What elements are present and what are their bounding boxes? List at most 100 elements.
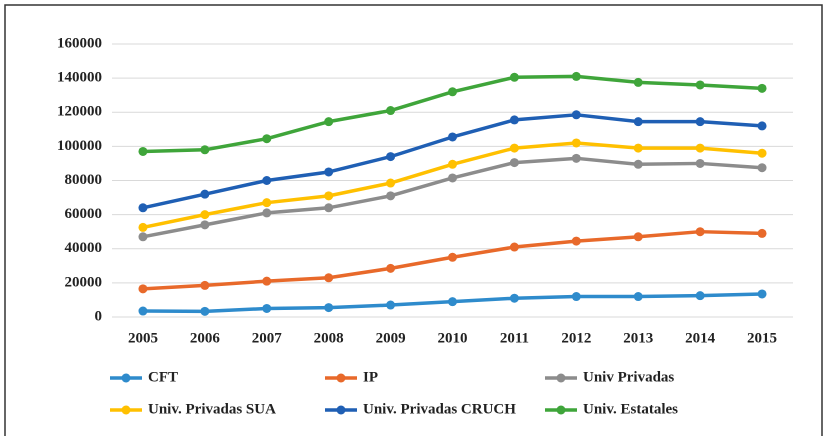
y-tick-label: 40000 xyxy=(65,240,103,256)
series-point xyxy=(386,178,396,188)
x-tick-label: 2010 xyxy=(438,330,468,346)
series-point xyxy=(200,145,210,155)
y-tick-label: 120000 xyxy=(57,104,102,120)
series-point xyxy=(386,106,396,116)
series-point xyxy=(448,297,457,307)
series-point xyxy=(633,117,643,127)
series-point xyxy=(757,121,767,131)
series-point xyxy=(386,191,396,201)
x-tick-label: 2012 xyxy=(561,330,591,346)
x-tick-label: 2009 xyxy=(376,330,406,346)
series-point xyxy=(200,280,210,290)
series-point xyxy=(448,87,457,97)
x-tick-label: 2008 xyxy=(314,330,344,346)
legend-label: CFT xyxy=(148,369,178,385)
y-tick-label: 0 xyxy=(95,308,103,324)
series-point xyxy=(324,167,334,177)
series-point xyxy=(633,159,643,169)
series-point xyxy=(324,273,334,283)
series-point xyxy=(695,291,705,301)
legend-marker xyxy=(121,373,131,383)
y-tick-label: 20000 xyxy=(65,274,103,290)
legend-label: Univ Privadas xyxy=(583,369,674,385)
series-point xyxy=(695,143,705,153)
series-point xyxy=(200,210,210,220)
series-point xyxy=(757,148,767,158)
series-point xyxy=(262,198,272,208)
x-tick-label: 2011 xyxy=(500,330,529,346)
series-point xyxy=(695,158,705,168)
series-point xyxy=(324,303,334,313)
x-tick-label: 2015 xyxy=(747,330,777,346)
series-point xyxy=(757,83,767,93)
series-point xyxy=(695,117,705,127)
series-point xyxy=(757,289,767,299)
series-point xyxy=(262,176,272,185)
series-point xyxy=(757,228,767,238)
chart-frame xyxy=(4,4,823,436)
series-point xyxy=(138,146,148,156)
legend-marker xyxy=(556,405,566,415)
series-point xyxy=(509,72,519,82)
legend-marker xyxy=(556,373,566,383)
series-point xyxy=(509,115,519,125)
series-point xyxy=(386,300,396,310)
legend-label: IP xyxy=(363,369,378,385)
series-point xyxy=(448,173,457,183)
legend-label: Univ. Estatales xyxy=(583,401,678,417)
series-point xyxy=(386,152,396,162)
series-point xyxy=(448,159,457,169)
series-point xyxy=(633,143,643,153)
legend-marker xyxy=(121,405,131,415)
series-point xyxy=(633,292,643,302)
series-point xyxy=(386,263,396,273)
series-point xyxy=(138,232,148,242)
legend-label: Univ. Privadas CRUCH xyxy=(363,401,516,417)
series-point xyxy=(448,252,457,262)
series-point xyxy=(571,153,581,163)
series-point xyxy=(138,284,148,294)
y-tick-label: 80000 xyxy=(65,172,103,188)
series-point xyxy=(262,303,272,313)
legend-marker xyxy=(336,373,346,383)
series-point xyxy=(200,189,210,199)
series-point xyxy=(138,203,148,213)
series-point xyxy=(262,276,272,286)
series-point xyxy=(695,80,705,90)
series-point xyxy=(633,232,643,242)
series-point xyxy=(757,163,767,173)
x-tick-label: 2013 xyxy=(623,330,653,346)
x-tick-label: 2007 xyxy=(252,330,283,346)
y-tick-label: 140000 xyxy=(57,70,102,86)
series-point xyxy=(633,77,643,87)
y-tick-label: 60000 xyxy=(65,206,103,222)
series-point xyxy=(509,242,519,252)
legend-label: Univ. Privadas SUA xyxy=(148,401,276,417)
series-point xyxy=(695,227,705,237)
series-point xyxy=(262,134,272,144)
series-point xyxy=(324,191,334,201)
series-point xyxy=(448,132,457,142)
x-tick-label: 2005 xyxy=(128,330,158,346)
series-point xyxy=(324,203,334,213)
x-tick-label: 2006 xyxy=(190,330,221,346)
series-point xyxy=(571,71,581,81)
series-point xyxy=(200,306,210,316)
series-point xyxy=(262,208,272,218)
series-point xyxy=(571,292,581,302)
series-point xyxy=(571,110,581,120)
legend-marker xyxy=(336,405,346,415)
series-point xyxy=(509,293,519,303)
series-point xyxy=(509,143,519,153)
series-point xyxy=(571,138,581,148)
y-tick-label: 160000 xyxy=(57,35,102,51)
series-point xyxy=(571,236,581,246)
series-point xyxy=(138,306,148,316)
y-tick-label: 100000 xyxy=(57,138,102,154)
series-point xyxy=(509,158,519,168)
x-tick-label: 2014 xyxy=(685,330,716,346)
series-point xyxy=(324,117,334,127)
series-point xyxy=(200,220,210,230)
series-point xyxy=(138,222,148,232)
